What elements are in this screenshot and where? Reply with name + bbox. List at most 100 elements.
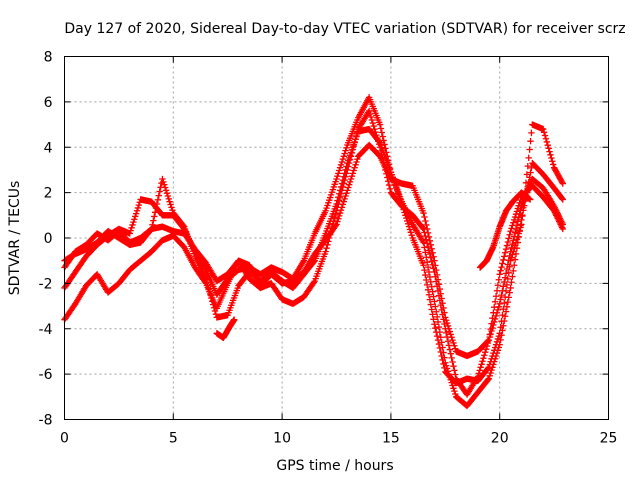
- data-point: [487, 325, 494, 333]
- data-point: [542, 135, 550, 142]
- data-point: [347, 175, 355, 183]
- y-tick-label: -2: [39, 276, 53, 292]
- data-point: [205, 285, 212, 292]
- data-point: [334, 172, 341, 180]
- data-point: [446, 328, 454, 335]
- data-point: [447, 350, 454, 357]
- data-point: [148, 225, 155, 233]
- data-point: [499, 260, 506, 267]
- data-point: [477, 364, 484, 371]
- data-point: [322, 248, 329, 255]
- data-point: [559, 196, 567, 203]
- data-point: [339, 176, 347, 184]
- data-point: [422, 232, 429, 240]
- data-point: [132, 210, 140, 217]
- data-point: [370, 122, 377, 130]
- y-axis-label: SDTVAR / TECUs: [7, 181, 23, 296]
- data-point: [349, 170, 357, 177]
- data-point: [310, 279, 318, 286]
- data-point: [545, 145, 552, 152]
- x-tick-label: 20: [491, 431, 509, 447]
- data-point: [129, 221, 136, 229]
- data-point: [167, 201, 174, 208]
- data-point: [441, 320, 448, 328]
- data-point: [385, 181, 393, 189]
- data-point: [511, 242, 519, 249]
- data-point: [326, 234, 333, 242]
- data-point: [494, 282, 502, 289]
- data-point: [497, 324, 504, 331]
- grid: [64, 56, 609, 420]
- data-point: [154, 196, 162, 204]
- data-point: [383, 170, 390, 177]
- data-point: [497, 296, 504, 303]
- data-point: [147, 226, 154, 234]
- data-point: [430, 316, 437, 323]
- data-point: [527, 169, 534, 176]
- data-point: [524, 183, 532, 190]
- data-point: [310, 258, 318, 266]
- y-tick-label: 2: [44, 186, 53, 202]
- data-point: [525, 154, 532, 162]
- data-point: [344, 187, 351, 194]
- data-point: [399, 203, 406, 211]
- data-point: [501, 299, 508, 307]
- data-point: [442, 325, 449, 332]
- data-point: [421, 266, 428, 274]
- series-4: [61, 121, 567, 387]
- data-point: [498, 317, 505, 325]
- data-point: [163, 189, 171, 197]
- data-point: [547, 151, 554, 159]
- data-point: [513, 236, 521, 243]
- data-point: [519, 212, 526, 220]
- data-point: [476, 367, 483, 374]
- data-point: [134, 204, 142, 212]
- data-point: [440, 360, 447, 368]
- data-point: [131, 216, 138, 223]
- data-point: [153, 200, 161, 208]
- data-point: [432, 324, 439, 332]
- data-point: [512, 239, 520, 246]
- data-point: [492, 293, 500, 300]
- data-point: [403, 214, 410, 222]
- data-point: [448, 354, 455, 362]
- data-point: [479, 358, 486, 365]
- data-point: [404, 220, 412, 228]
- data-point: [338, 180, 346, 187]
- data-point: [511, 245, 518, 252]
- data-point: [439, 356, 446, 364]
- data-point: [490, 309, 497, 316]
- data-point: [406, 226, 414, 233]
- data-point: [523, 171, 531, 178]
- data-point: [423, 281, 431, 289]
- data-point: [398, 200, 405, 208]
- data-point: [500, 283, 507, 290]
- data-point: [493, 338, 501, 345]
- data-point: [400, 206, 407, 213]
- data-point: [335, 215, 342, 222]
- y-tick-label: -4: [39, 322, 53, 338]
- data-point: [520, 204, 527, 211]
- data-point: [427, 278, 434, 286]
- data-point: [501, 293, 509, 301]
- data-point: [437, 348, 444, 356]
- data-point: [133, 207, 141, 214]
- x-tick-label: 5: [169, 431, 178, 447]
- data-point: [152, 204, 160, 212]
- data-point: [483, 342, 491, 350]
- data-point: [210, 304, 218, 311]
- data-point: [505, 269, 512, 276]
- data-point: [340, 173, 347, 180]
- data-point: [481, 352, 488, 359]
- data-point: [209, 301, 217, 308]
- data-point: [510, 267, 517, 275]
- data-point: [481, 348, 489, 356]
- data-point: [353, 158, 360, 166]
- data-point: [166, 198, 173, 205]
- data-point: [340, 198, 347, 205]
- data-point: [501, 249, 509, 256]
- y-tick-label: 6: [44, 95, 53, 111]
- data-point: [524, 162, 532, 170]
- data-point: [401, 209, 408, 216]
- data-point: [425, 268, 433, 276]
